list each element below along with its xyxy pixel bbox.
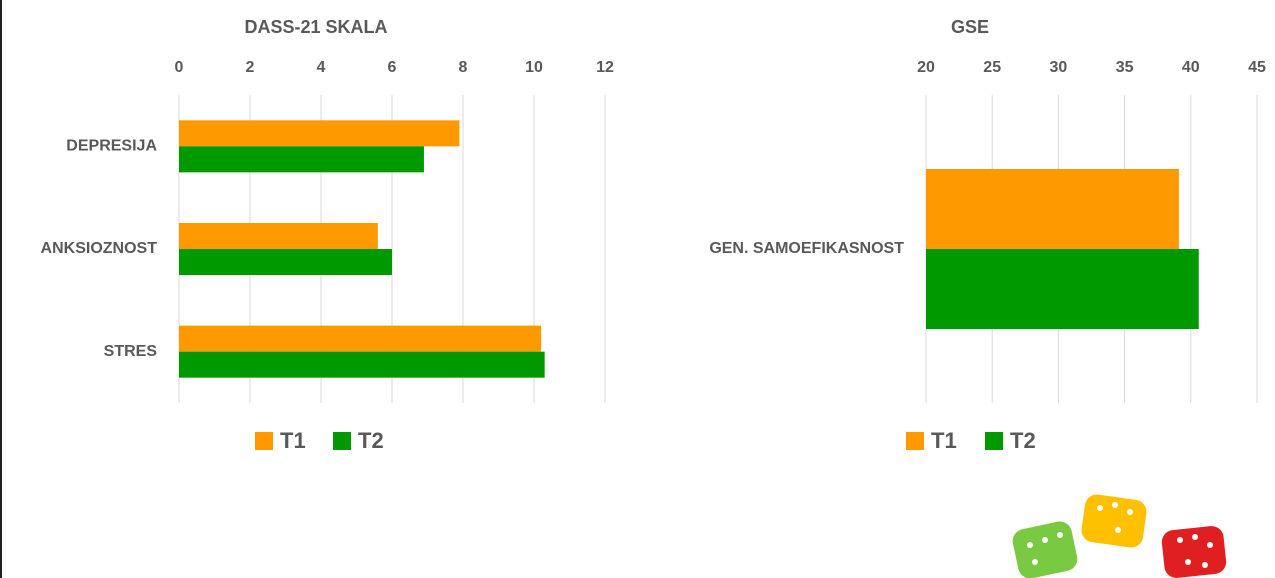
x-tick-label: 4 (317, 59, 326, 76)
legend-swatch (906, 432, 924, 450)
x-tick-label: 2 (246, 59, 255, 76)
x-tick-label: 12 (596, 59, 614, 76)
bar (179, 249, 392, 275)
legend-swatch (333, 432, 351, 450)
x-tick-label: 35 (1116, 59, 1134, 76)
y-tick-label: GEN. SAMOEFIKASNOST (709, 240, 904, 257)
legend-swatch (255, 432, 273, 450)
bar (179, 223, 378, 249)
y-tick-label: STRES (104, 343, 158, 360)
bar (179, 146, 424, 173)
x-tick-label: 20 (917, 59, 935, 76)
bar (179, 120, 460, 147)
x-tick-label: 25 (983, 59, 1001, 76)
chart-title: DASS-21 SKALA (244, 17, 387, 37)
x-tick-label: 0 (175, 59, 184, 76)
x-tick-label: 8 (459, 59, 468, 76)
x-tick-label: 40 (1182, 59, 1200, 76)
legend-swatch (985, 432, 1003, 450)
bar (926, 169, 1179, 249)
x-tick-label: 6 (388, 59, 397, 76)
bar (926, 249, 1199, 329)
x-tick-label: 10 (525, 59, 543, 76)
chart-title: GSE (951, 17, 989, 37)
x-tick-label: 45 (1248, 59, 1266, 76)
dice-decoration (1012, 494, 1227, 578)
bar (179, 325, 542, 352)
legend-label: T2 (1010, 428, 1036, 453)
legend-label: T1 (931, 428, 957, 453)
legend-label: T1 (280, 428, 306, 453)
x-tick-label: 30 (1050, 59, 1068, 76)
bar (179, 351, 545, 378)
y-tick-label: ANKSIOZNOST (41, 240, 158, 257)
y-tick-label: DEPRESIJA (66, 138, 157, 155)
legend-label: T2 (358, 428, 384, 453)
